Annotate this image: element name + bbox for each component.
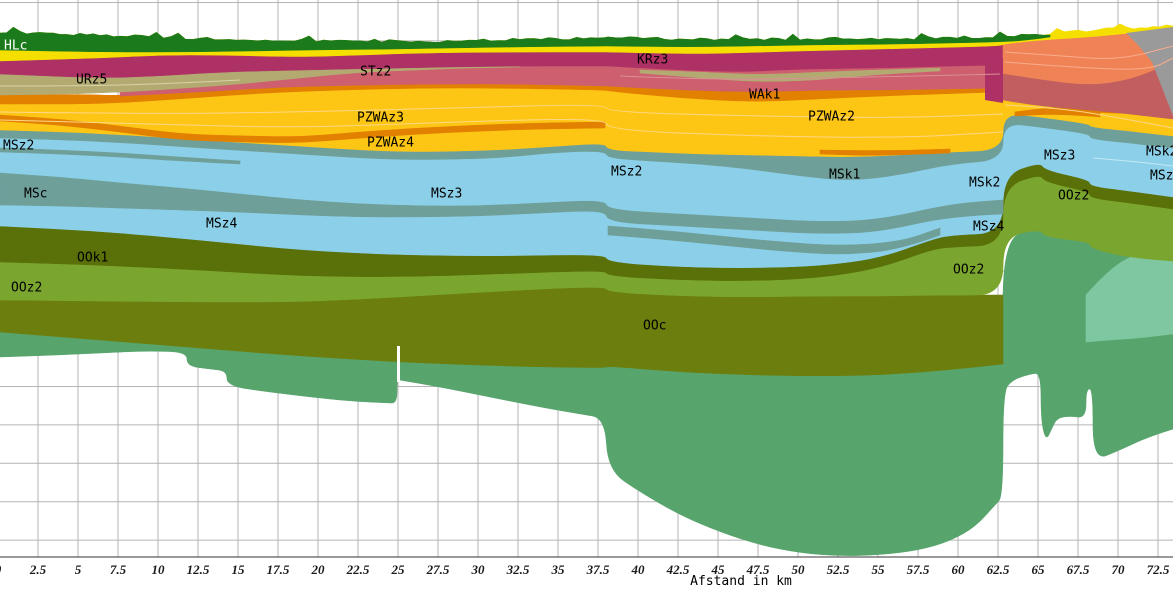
x-tick-label: 7.5: [110, 562, 127, 577]
x-tick-label: 40: [631, 562, 646, 577]
x-tick-label: 32.5: [506, 562, 530, 577]
strata-label-WAk1: WAk1: [749, 88, 780, 103]
strata-label-MSz4: MSz4: [973, 220, 1004, 235]
strata-label-PZWAz4: PZWAz4: [367, 136, 414, 151]
strata-label-URz5: URz5: [76, 73, 107, 88]
strata-label-MSz2: MSz2: [611, 165, 642, 180]
x-tick-label: 60: [952, 562, 966, 577]
strata-label-MSz3: MSz3: [431, 187, 462, 202]
strata-label-PZWAz2: PZWAz2: [808, 110, 855, 125]
x-axis-title: Afstand in km: [690, 574, 792, 589]
strata-layers: [0, 23, 1173, 556]
magenta-block: [985, 58, 1003, 103]
strata-label-STz2: STz2: [360, 65, 391, 80]
tan-streak: [0, 79, 241, 87]
x-tick-label: 37.5: [586, 562, 610, 577]
salmon-streak-1: [1004, 45, 1173, 59]
strata-label-MSz4: MSz4: [206, 217, 237, 232]
strata-label-MSz3: MSz3: [1044, 149, 1075, 164]
x-tick-label: 2.5: [29, 562, 47, 577]
layer-pale-green-right: [1085, 243, 1173, 343]
x-tick-label: 47.5: [746, 562, 770, 577]
x-tick-label: 67.5: [1067, 562, 1090, 577]
fault-slit-white: [397, 346, 400, 382]
x-axis: 02.557.51012.51517.52022.52527.53032.535…: [0, 556, 1173, 577]
layer-orange-lens-left: [0, 114, 606, 143]
x-tick-label: 35: [551, 562, 566, 577]
x-tick-label: 45: [711, 562, 726, 577]
gold-streamline-3: [1004, 104, 1173, 129]
x-tick-label: 10: [152, 562, 166, 577]
layer-HLc-green: [0, 26, 1051, 53]
strata-label-MSc: MSc: [24, 187, 47, 202]
strata-label-MSz2: MSz2: [3, 139, 34, 154]
x-tick-label: 50: [792, 562, 806, 577]
x-tick-label: 12.5: [187, 562, 210, 577]
x-tick-label: 15: [232, 562, 246, 577]
x-tick-label: 22.5: [346, 562, 370, 577]
strata-label-PZWAz3: PZWAz3: [357, 111, 404, 126]
gold-streamline-2: [0, 119, 1004, 138]
strata-label-MSk1: MSk1: [829, 168, 860, 183]
strata-label-MSk2: MSk2: [969, 176, 1000, 191]
strata-label-KRz3: KRz3: [637, 53, 668, 68]
x-tick-label: 17.5: [267, 562, 290, 577]
layer-orange-lens-mid: [819, 148, 951, 156]
gold-streamline-1: [0, 104, 1004, 118]
strata-label-OOc: OOc: [643, 319, 666, 334]
x-tick-label: 0: [0, 562, 2, 577]
streamlines: [0, 45, 1173, 167]
layer-tan-lens-mid: [639, 67, 941, 82]
strata-label-HLc: HLc: [4, 39, 27, 54]
strata-label-OOz2: OOz2: [11, 281, 42, 296]
blue-streak-right: [1092, 157, 1173, 167]
strata-label-OOk1: OOk1: [77, 251, 108, 266]
layer-teal-band-mid: [607, 225, 941, 255]
salmon-streak-2: [1004, 57, 1173, 70]
x-tick-label: 25: [391, 562, 406, 577]
strata-label-OOz2: OOz2: [953, 263, 984, 278]
rose-streak: [619, 73, 1001, 80]
layer-MSc-teal: [0, 172, 1004, 234]
strata-label-MSk2: MSk2: [1146, 145, 1173, 160]
x-tick-label: 20: [311, 562, 326, 577]
x-tick-label: 5: [75, 562, 82, 577]
x-tick-label: 27.5: [426, 562, 450, 577]
x-tick-label: 72.5: [1147, 562, 1170, 577]
x-tick-label: 62.5: [987, 562, 1010, 577]
x-tick-label: 52.5: [827, 562, 850, 577]
strata-labels: HLc URz5 MSz2 MSc MSz4 OOk1 OOz2 STz2 PZWAz3 PZWA…: [3, 39, 1173, 334]
x-tick-label: 30: [471, 562, 486, 577]
x-tick-label: 57.5: [907, 562, 930, 577]
x-tick-label: 65: [1032, 562, 1046, 577]
x-tick-label: 70: [1112, 562, 1126, 577]
x-tick-label: 55: [872, 562, 886, 577]
strata-label-OOz2: OOz2: [1058, 189, 1089, 204]
layer-teal-streak-left: [0, 147, 241, 165]
x-tick-label: 42.5: [666, 562, 690, 577]
strata-label-MSz4: MSz4: [1150, 169, 1173, 184]
